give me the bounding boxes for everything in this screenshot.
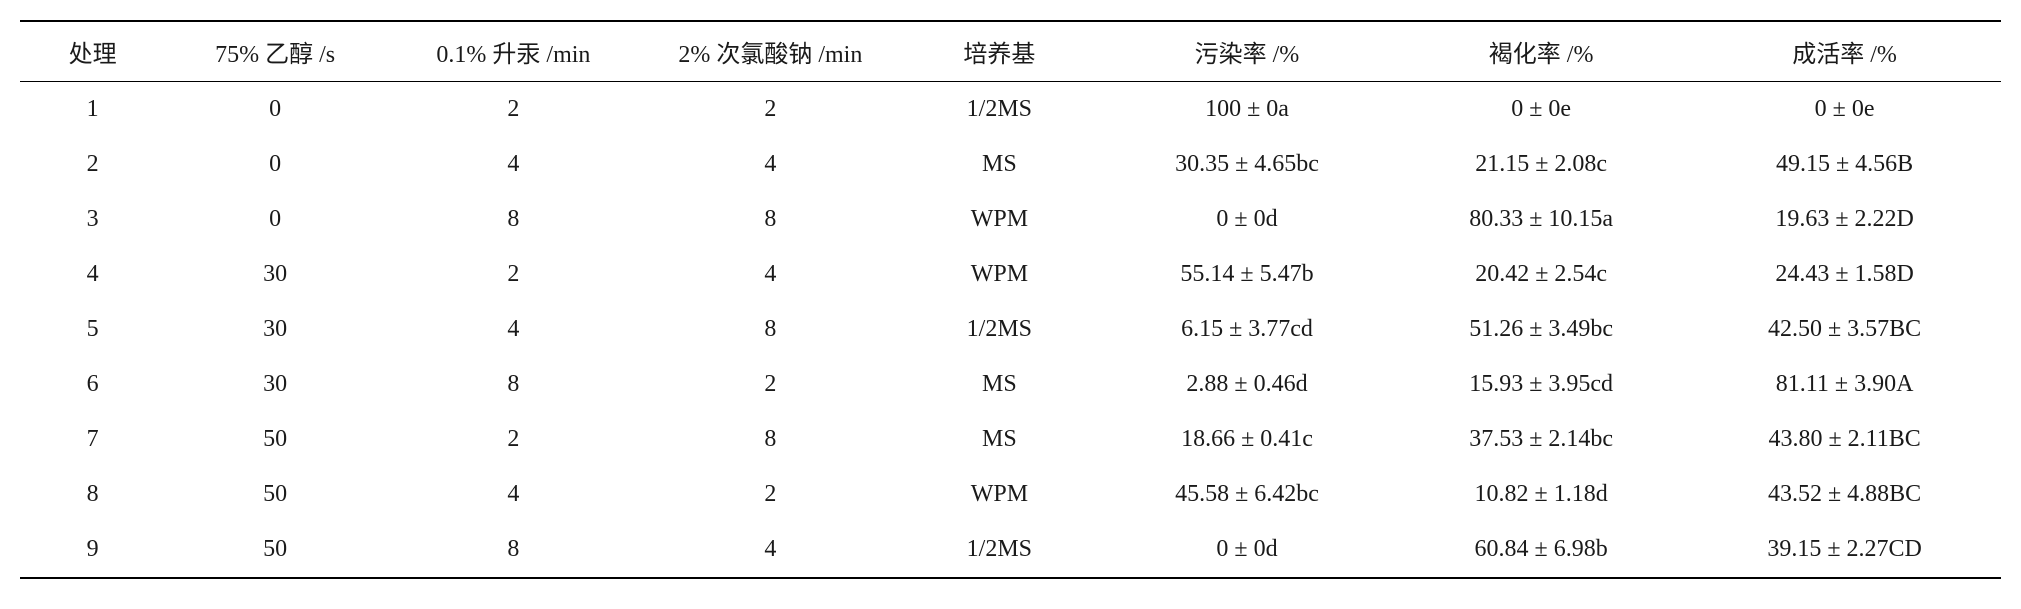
table-cell: 1 bbox=[20, 82, 165, 138]
table-row: 75028MS18.66 ± 0.41c37.53 ± 2.14bc43.80 … bbox=[20, 412, 2001, 467]
table-cell: 0 ± 0d bbox=[1100, 192, 1394, 247]
table-cell: 39.15 ± 2.27CD bbox=[1688, 522, 2001, 578]
table-cell: WPM bbox=[899, 192, 1100, 247]
table-cell: 8 bbox=[385, 357, 642, 412]
table-cell: 0 bbox=[165, 192, 385, 247]
table-cell: 42.50 ± 3.57BC bbox=[1688, 302, 2001, 357]
table-cell: 50 bbox=[165, 522, 385, 578]
table-cell: 30 bbox=[165, 247, 385, 302]
data-table: 处理 75% 乙醇 /s 0.1% 升汞 /min 2% 次氯酸钠 /min 培… bbox=[20, 20, 2001, 579]
table-cell: 2 bbox=[385, 82, 642, 138]
table-cell: 37.53 ± 2.14bc bbox=[1394, 412, 1688, 467]
table-cell: 30 bbox=[165, 357, 385, 412]
table-cell: MS bbox=[899, 412, 1100, 467]
table-cell: 81.11 ± 3.90A bbox=[1688, 357, 2001, 412]
table-cell: 3 bbox=[20, 192, 165, 247]
table-cell: MS bbox=[899, 357, 1100, 412]
table-cell: 50 bbox=[165, 467, 385, 522]
table-row: 43024WPM55.14 ± 5.47b20.42 ± 2.54c24.43 … bbox=[20, 247, 2001, 302]
table-cell: 4 bbox=[385, 302, 642, 357]
table-body: 10221/2MS100 ± 0a0 ± 0e0 ± 0e2044MS30.35… bbox=[20, 82, 2001, 579]
table-cell: 9 bbox=[20, 522, 165, 578]
column-header-mercury: 0.1% 升汞 /min bbox=[385, 21, 642, 82]
column-header-browning: 褐化率 /% bbox=[1394, 21, 1688, 82]
table-cell: 5 bbox=[20, 302, 165, 357]
table-cell: WPM bbox=[899, 247, 1100, 302]
table-cell: 0 ± 0e bbox=[1394, 82, 1688, 138]
column-header-ethanol: 75% 乙醇 /s bbox=[165, 21, 385, 82]
table-cell: 19.63 ± 2.22D bbox=[1688, 192, 2001, 247]
table-row: 63082MS2.88 ± 0.46d15.93 ± 3.95cd81.11 ±… bbox=[20, 357, 2001, 412]
table-cell: 21.15 ± 2.08c bbox=[1394, 137, 1688, 192]
table-cell: 4 bbox=[642, 522, 899, 578]
table-cell: 30 bbox=[165, 302, 385, 357]
table-cell: 8 bbox=[642, 412, 899, 467]
table-cell: 2.88 ± 0.46d bbox=[1100, 357, 1394, 412]
table-row: 3088WPM0 ± 0d80.33 ± 10.15a19.63 ± 2.22D bbox=[20, 192, 2001, 247]
table-cell: 30.35 ± 4.65bc bbox=[1100, 137, 1394, 192]
table-cell: 2 bbox=[642, 82, 899, 138]
table-cell: 2 bbox=[642, 467, 899, 522]
table-cell: 55.14 ± 5.47b bbox=[1100, 247, 1394, 302]
table-cell: 45.58 ± 6.42bc bbox=[1100, 467, 1394, 522]
table-cell: 50 bbox=[165, 412, 385, 467]
table-cell: 8 bbox=[20, 467, 165, 522]
table-cell: 43.80 ± 2.11BC bbox=[1688, 412, 2001, 467]
column-header-contamination: 污染率 /% bbox=[1100, 21, 1394, 82]
table-cell: 7 bbox=[20, 412, 165, 467]
table-cell: 4 bbox=[642, 137, 899, 192]
table-cell: 10.82 ± 1.18d bbox=[1394, 467, 1688, 522]
table-cell: 2 bbox=[20, 137, 165, 192]
table-row: 10221/2MS100 ± 0a0 ± 0e0 ± 0e bbox=[20, 82, 2001, 138]
table-cell: 0 ± 0e bbox=[1688, 82, 2001, 138]
table-cell: 18.66 ± 0.41c bbox=[1100, 412, 1394, 467]
table-cell: WPM bbox=[899, 467, 1100, 522]
table-cell: 43.52 ± 4.88BC bbox=[1688, 467, 2001, 522]
table-cell: 0 ± 0d bbox=[1100, 522, 1394, 578]
table-row: 2044MS30.35 ± 4.65bc21.15 ± 2.08c49.15 ±… bbox=[20, 137, 2001, 192]
table-cell: 80.33 ± 10.15a bbox=[1394, 192, 1688, 247]
table-cell: 8 bbox=[642, 192, 899, 247]
table-row: 950841/2MS0 ± 0d60.84 ± 6.98b39.15 ± 2.2… bbox=[20, 522, 2001, 578]
table-cell: 2 bbox=[642, 357, 899, 412]
table-cell: 1/2MS bbox=[899, 82, 1100, 138]
table-cell: MS bbox=[899, 137, 1100, 192]
table-cell: 20.42 ± 2.54c bbox=[1394, 247, 1688, 302]
table-cell: 8 bbox=[385, 522, 642, 578]
table-row: 85042WPM45.58 ± 6.42bc10.82 ± 1.18d43.52… bbox=[20, 467, 2001, 522]
column-header-hypochlorite: 2% 次氯酸钠 /min bbox=[642, 21, 899, 82]
table-cell: 8 bbox=[642, 302, 899, 357]
table-cell: 6 bbox=[20, 357, 165, 412]
column-header-medium: 培养基 bbox=[899, 21, 1100, 82]
table-cell: 49.15 ± 4.56B bbox=[1688, 137, 2001, 192]
table-cell: 4 bbox=[385, 467, 642, 522]
table-cell: 51.26 ± 3.49bc bbox=[1394, 302, 1688, 357]
table-cell: 24.43 ± 1.58D bbox=[1688, 247, 2001, 302]
table-cell: 15.93 ± 3.95cd bbox=[1394, 357, 1688, 412]
table-cell: 0 bbox=[165, 82, 385, 138]
table-cell: 4 bbox=[642, 247, 899, 302]
table-row: 530481/2MS6.15 ± 3.77cd51.26 ± 3.49bc42.… bbox=[20, 302, 2001, 357]
table-cell: 1/2MS bbox=[899, 522, 1100, 578]
table-cell: 1/2MS bbox=[899, 302, 1100, 357]
table-cell: 4 bbox=[385, 137, 642, 192]
table-cell: 60.84 ± 6.98b bbox=[1394, 522, 1688, 578]
table-header-row: 处理 75% 乙醇 /s 0.1% 升汞 /min 2% 次氯酸钠 /min 培… bbox=[20, 21, 2001, 82]
table-cell: 100 ± 0a bbox=[1100, 82, 1394, 138]
table-cell: 6.15 ± 3.77cd bbox=[1100, 302, 1394, 357]
column-header-survival: 成活率 /% bbox=[1688, 21, 2001, 82]
column-header-treatment: 处理 bbox=[20, 21, 165, 82]
table-cell: 2 bbox=[385, 247, 642, 302]
table-cell: 8 bbox=[385, 192, 642, 247]
table-cell: 2 bbox=[385, 412, 642, 467]
table-cell: 0 bbox=[165, 137, 385, 192]
table-cell: 4 bbox=[20, 247, 165, 302]
